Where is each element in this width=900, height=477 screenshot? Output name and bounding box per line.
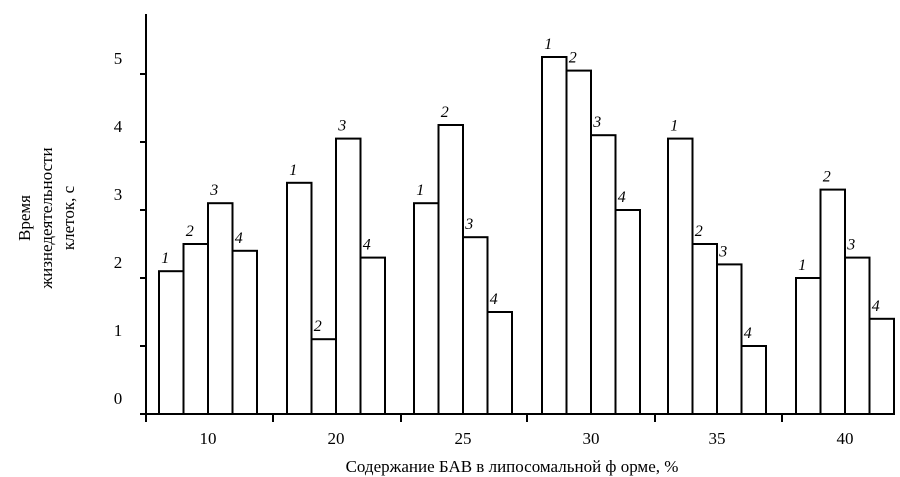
y-axis-title: Время жизнедеятельности клеток, с xyxy=(15,147,78,289)
bar-series-label: 3 xyxy=(592,114,601,131)
bar xyxy=(486,311,513,415)
bar xyxy=(844,256,871,415)
bar xyxy=(565,69,592,415)
bar-series-label: 4 xyxy=(872,298,880,315)
bar-series-label: 4 xyxy=(744,325,752,342)
y-tick-label: 5 xyxy=(114,49,123,68)
bars xyxy=(158,56,895,416)
y-axis-title-line: клеток, с xyxy=(59,185,78,250)
bar xyxy=(231,249,258,415)
y-axis: 0 1 2 3 4 5 xyxy=(114,14,147,415)
x-tick-label: 35 xyxy=(709,429,726,448)
bar-series-label: 2 xyxy=(186,223,194,240)
bar xyxy=(286,181,313,415)
bar xyxy=(691,243,718,415)
bar xyxy=(413,202,440,415)
bar-series-label: 2 xyxy=(314,318,322,335)
y-axis-title-text: Время жизнедеятельности клеток, с xyxy=(15,147,78,289)
x-tick-label: 40 xyxy=(837,429,854,448)
y-tick-label: 2 xyxy=(114,253,123,272)
y-tick-label: 4 xyxy=(114,117,123,136)
bar xyxy=(740,345,767,415)
x-tick-label: 30 xyxy=(583,429,600,448)
bar-series-label: 3 xyxy=(846,237,855,254)
y-tick-label: 1 xyxy=(114,321,123,340)
bar-series-label: 2 xyxy=(441,104,449,121)
bar-series-label: 1 xyxy=(670,118,678,135)
bar xyxy=(158,270,185,416)
bar-series-label: 4 xyxy=(363,237,371,254)
bar xyxy=(359,256,386,415)
bar xyxy=(335,137,362,415)
x-tick-label: 10 xyxy=(200,429,217,448)
bar xyxy=(541,56,568,415)
y-tick-label: 0 xyxy=(114,389,123,408)
bar-series-label: 2 xyxy=(569,50,577,67)
bar xyxy=(310,338,337,416)
bar-series-label: 3 xyxy=(464,216,473,233)
bar xyxy=(207,202,234,415)
bar-series-label: 3 xyxy=(209,182,218,199)
y-tick-label: 3 xyxy=(114,185,123,204)
bar-series-label: 1 xyxy=(798,257,806,274)
x-tick-label: 20 xyxy=(328,429,345,448)
bar xyxy=(462,236,489,415)
bar xyxy=(819,188,846,415)
bar-series-label: 1 xyxy=(289,162,297,179)
bar xyxy=(868,317,895,415)
bar xyxy=(182,243,209,415)
x-axis-title: Содержание БАВ в липосомальной ф орме, % xyxy=(346,457,679,476)
bar-series-label: 3 xyxy=(718,243,727,260)
bar xyxy=(590,134,617,415)
bar-series-label: 2 xyxy=(823,169,831,186)
bar-series-label: 4 xyxy=(235,230,243,247)
bar-series-label: 1 xyxy=(161,250,169,267)
bar-series-label: 3 xyxy=(337,118,346,135)
bar xyxy=(716,263,743,415)
bar xyxy=(437,124,464,415)
y-axis-title-line: жизнедеятельности xyxy=(37,147,56,289)
bar xyxy=(614,209,641,415)
x-tick-label: 25 xyxy=(455,429,472,448)
bar-series-label: 4 xyxy=(490,291,498,308)
bar xyxy=(795,277,822,415)
y-axis-title-line: Время xyxy=(15,195,34,241)
bar-series-label: 2 xyxy=(695,223,703,240)
bar xyxy=(667,137,694,415)
bar-series-label: 4 xyxy=(618,189,626,206)
x-axis: 10 20 25 30 35 40 xyxy=(145,413,892,448)
bar-series-label: 1 xyxy=(416,182,424,199)
bar-series-label: 1 xyxy=(544,36,552,53)
